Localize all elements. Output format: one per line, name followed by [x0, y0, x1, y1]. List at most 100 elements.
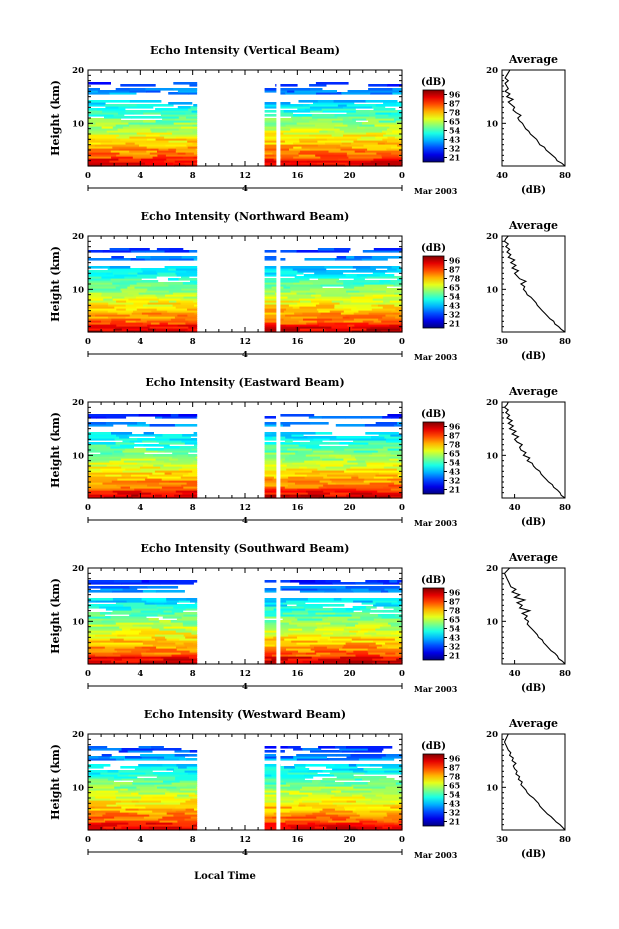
heatmap-cell — [128, 272, 138, 275]
heatmap-cell — [313, 450, 335, 453]
heatmap-cell — [177, 794, 190, 797]
heatmap-cell — [116, 618, 150, 621]
heatmap-cell — [378, 434, 391, 437]
heatmap-cell — [192, 124, 198, 127]
heatmap-cell — [313, 102, 341, 105]
heatmap-cell — [88, 626, 120, 629]
heatmap-cell — [185, 164, 198, 167]
heatmap-cell — [117, 650, 132, 653]
heatmap-cell — [373, 248, 403, 251]
heatmap-cell — [127, 434, 164, 437]
heatmap-cell — [309, 84, 327, 87]
heatmap-cell — [88, 628, 123, 631]
heatmap-cell — [279, 272, 304, 275]
heatmap-cell — [318, 782, 345, 785]
heatmap-cell — [154, 470, 186, 473]
heatmap-cell — [123, 604, 158, 607]
heatmap-cell — [110, 616, 147, 619]
heatmap-cell — [147, 302, 182, 305]
heatmap-cell — [110, 798, 142, 801]
heatmap-cell — [166, 600, 180, 603]
heatmap-cell — [315, 292, 349, 295]
heatmap-cell — [176, 454, 189, 457]
heatmap-cell — [284, 140, 301, 143]
heatmap-cell — [296, 758, 329, 761]
heatmap-cell — [146, 306, 177, 309]
heatmap-cell — [326, 828, 338, 831]
heatmap-cell — [103, 618, 118, 621]
heatmap-cell — [194, 304, 198, 307]
heatmap-cell — [194, 458, 198, 461]
heatmap-cell — [88, 444, 107, 447]
heatmap-cell — [178, 116, 187, 119]
heatmap-cell — [299, 138, 328, 141]
heatmap-cell — [393, 284, 403, 287]
heatmap-cell — [326, 766, 342, 769]
heatmap-cell — [293, 142, 326, 145]
heatmap-cell — [294, 312, 303, 315]
heatmap-cell — [347, 90, 370, 93]
heatmap-cell — [141, 268, 169, 271]
heatmap-cell — [317, 626, 325, 629]
heatmap-cell — [141, 128, 151, 131]
heatmap-cell — [319, 786, 354, 789]
heatmap-cell — [285, 822, 297, 825]
heatmap-cell — [323, 490, 336, 493]
heatmap-cell — [149, 316, 176, 319]
heatmap-cell — [143, 816, 163, 819]
average-title: Average — [508, 219, 558, 232]
heatmap-cell — [375, 474, 399, 477]
heatmap-cell — [174, 286, 198, 289]
heatmap-cell — [142, 424, 151, 427]
heatmap-cell — [125, 144, 140, 147]
heatmap-cell — [190, 492, 198, 495]
heatmap-cell — [88, 328, 116, 331]
heatmap-cell — [357, 828, 379, 831]
heatmap-cell — [264, 302, 298, 305]
heatmap-cell — [188, 108, 198, 111]
heatmap-cell — [285, 456, 304, 459]
heatmap-cell — [351, 784, 368, 787]
heatmap-cell — [293, 120, 310, 123]
heatmap-cell — [116, 300, 127, 303]
heatmap-cell — [336, 256, 347, 259]
heatmap-cell — [317, 468, 347, 471]
heatmap-cell — [368, 652, 386, 655]
heatmap-cell — [151, 636, 166, 639]
heatmap-cell — [184, 812, 198, 815]
x-tick-label: 4 — [137, 835, 143, 845]
heatmap-cell — [376, 448, 389, 451]
heatmap-cell — [88, 660, 112, 663]
heatmap-cell — [316, 462, 328, 465]
heatmap-cell — [383, 820, 400, 823]
heatmap-cell — [360, 136, 376, 139]
heatmap-cell — [287, 480, 321, 483]
heatmap-cell — [320, 312, 342, 315]
heatmap-cell — [387, 814, 403, 817]
heatmap-cell — [347, 460, 366, 463]
heatmap-cell — [264, 790, 300, 793]
heatmap-cell — [318, 486, 327, 489]
heatmap-cell — [286, 648, 312, 651]
heatmap-cell — [353, 600, 374, 603]
heatmap-cell — [330, 446, 365, 449]
heatmap-cell — [88, 604, 100, 607]
heatmap-cell — [367, 648, 402, 651]
heatmap-cell — [339, 288, 355, 291]
heatmap-cell — [322, 808, 336, 811]
heatmap-cell — [168, 300, 177, 303]
heatmap-cell — [116, 324, 148, 327]
heatmap-cell — [368, 454, 387, 457]
heatmap-cell — [151, 130, 168, 133]
heatmap-cell — [264, 794, 277, 797]
heatmap-cell — [288, 770, 309, 773]
heatmap-cell — [273, 608, 306, 611]
heatmap-cell — [113, 450, 124, 453]
heatmap-cell — [342, 122, 363, 125]
heatmap-cell — [372, 294, 403, 297]
heatmap-cell — [156, 270, 187, 273]
heatmap-cell — [347, 496, 380, 499]
heatmap-cell — [310, 158, 339, 161]
heatmap-cell — [125, 316, 151, 319]
heatmap-cell — [336, 436, 372, 439]
